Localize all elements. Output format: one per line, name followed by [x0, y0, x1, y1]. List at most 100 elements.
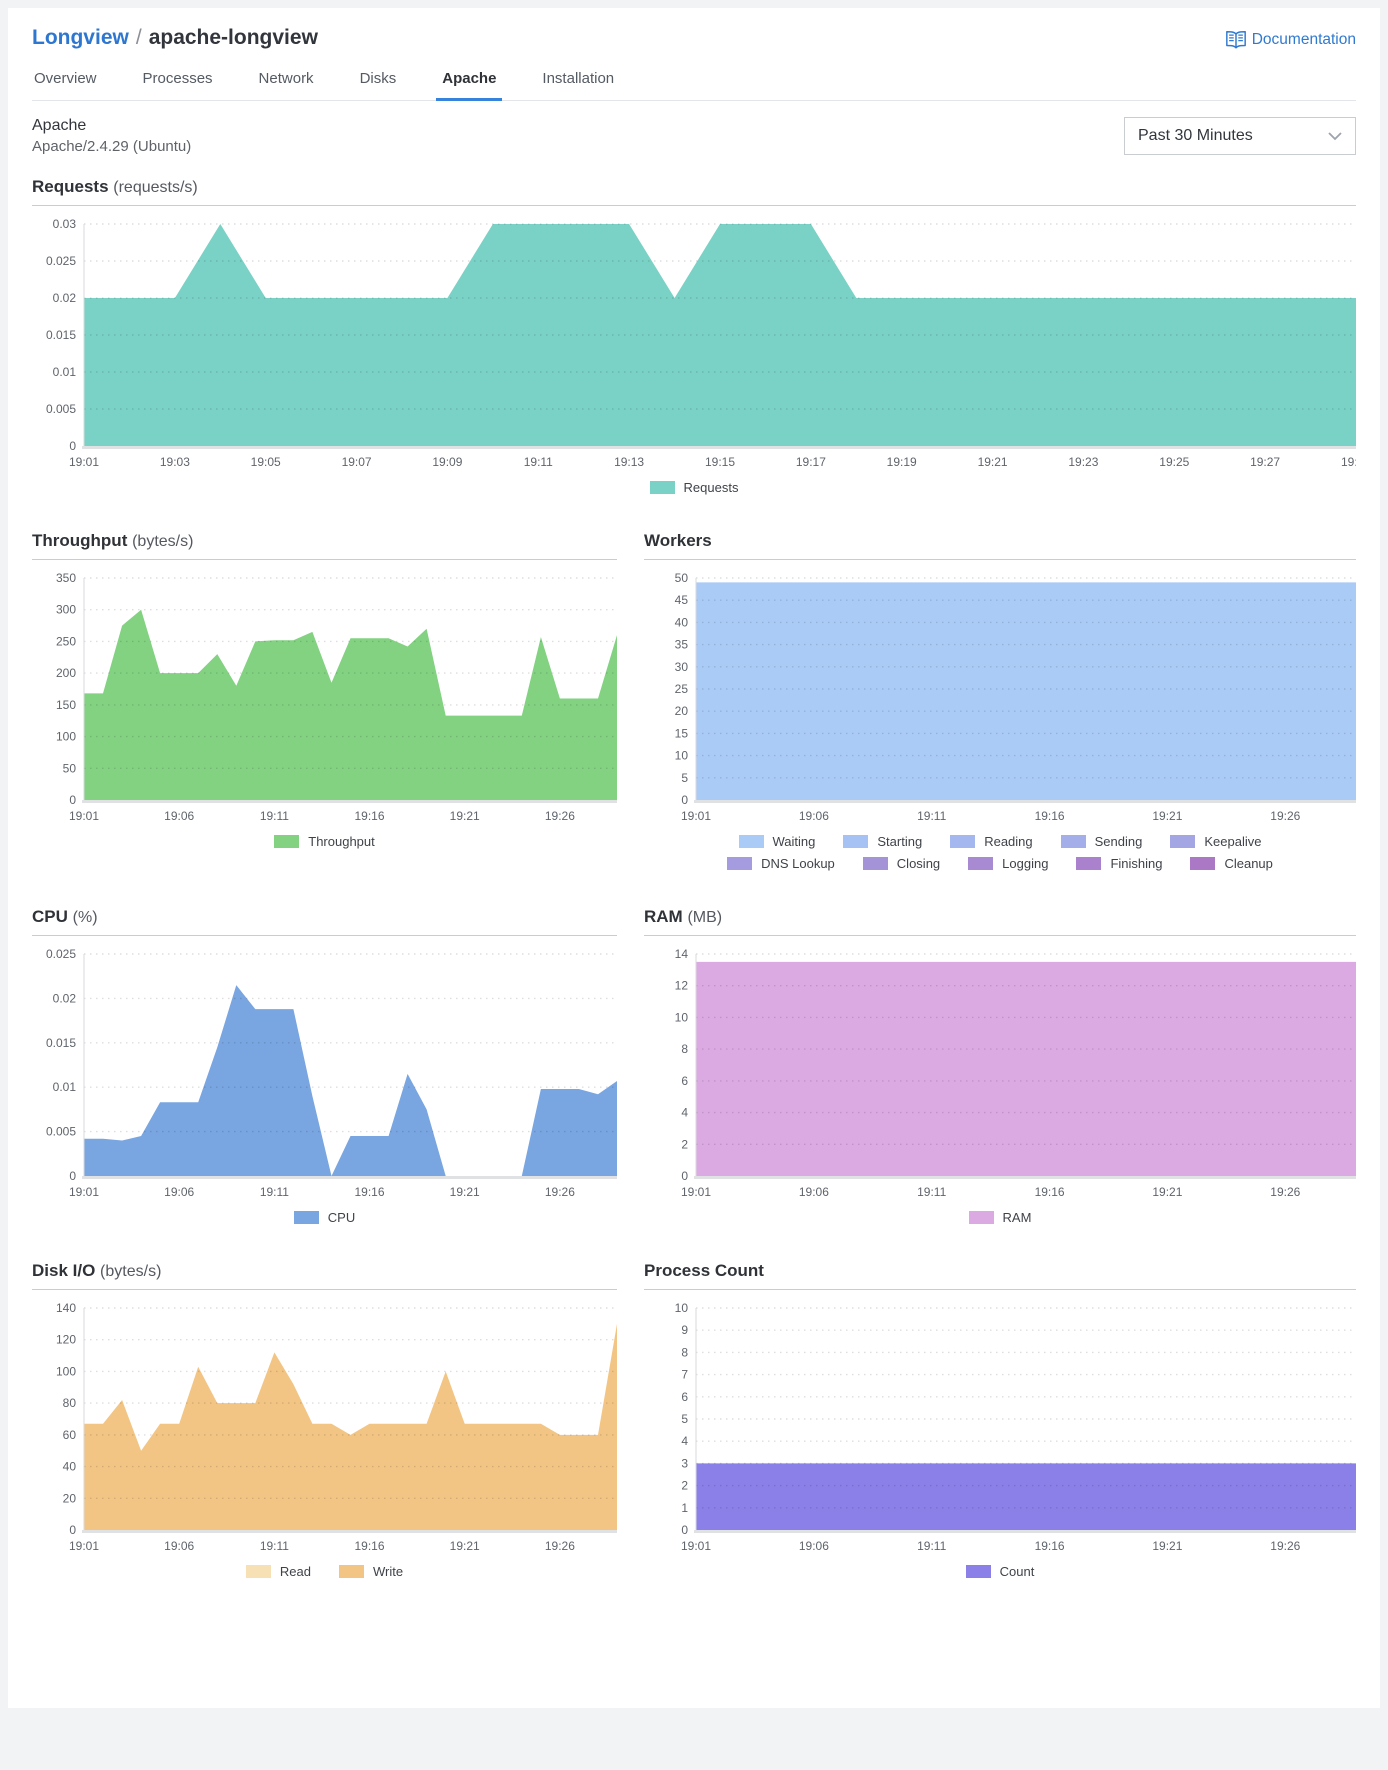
- svg-text:0: 0: [69, 793, 76, 807]
- legend-item[interactable]: Reading: [950, 834, 1033, 849]
- svg-text:19:11: 19:11: [524, 455, 553, 469]
- charts-row-2: Throughput (bytes/s) 0 50 100 150 200 250 300 3…: [32, 531, 1356, 871]
- svg-text:200: 200: [56, 666, 76, 680]
- svg-text:19:06: 19:06: [799, 1539, 829, 1553]
- legend-label: DNS Lookup: [761, 856, 835, 871]
- svg-text:19:26: 19:26: [545, 1539, 575, 1553]
- svg-text:4: 4: [681, 1434, 688, 1448]
- svg-text:19:16: 19:16: [354, 1185, 384, 1199]
- chart-workers: Workers 0 5 10 15 20 25 30 35 40 45 50 19:01 19:06 19…: [644, 531, 1356, 871]
- svg-text:150: 150: [56, 698, 76, 712]
- svg-text:0.015: 0.015: [46, 1036, 76, 1050]
- legend-item[interactable]: Starting: [843, 834, 922, 849]
- svg-text:350: 350: [56, 571, 76, 585]
- legend-item[interactable]: Cleanup: [1190, 856, 1273, 871]
- svg-text:19:07: 19:07: [342, 455, 372, 469]
- legend-item[interactable]: Requests: [649, 480, 738, 495]
- svg-text:10: 10: [675, 1301, 689, 1315]
- legend-swatch: [738, 835, 764, 848]
- svg-text:3: 3: [681, 1456, 688, 1470]
- legend-label: CPU: [327, 1210, 356, 1225]
- documentation-label: Documentation: [1251, 30, 1356, 48]
- svg-text:0.025: 0.025: [46, 254, 76, 268]
- legend-item[interactable]: Logging: [968, 856, 1048, 871]
- svg-text:0.01: 0.01: [53, 365, 77, 379]
- svg-text:2: 2: [681, 1479, 688, 1493]
- tab-bar: Overview Processes Network Disks Apache …: [32, 66, 1356, 101]
- throughput-plot: 0 50 100 150 200 250 300 350 19:01 19:06 19:11 19:1…: [32, 570, 617, 826]
- legend-label: Logging: [1002, 856, 1049, 871]
- tab-disks[interactable]: Disks: [359, 70, 397, 87]
- svg-text:19:26: 19:26: [545, 1185, 575, 1199]
- legend-item[interactable]: Write: [338, 1564, 403, 1579]
- legend-item[interactable]: DNS Lookup: [727, 856, 835, 871]
- svg-text:19:21: 19:21: [1152, 1185, 1182, 1199]
- svg-text:10: 10: [675, 749, 689, 763]
- tab-network[interactable]: Network: [258, 70, 314, 87]
- svg-text:19:26: 19:26: [545, 809, 575, 823]
- legend-item[interactable]: Read: [245, 1564, 311, 1579]
- legend-swatch: [1060, 835, 1086, 848]
- svg-text:19:11: 19:11: [917, 1185, 946, 1199]
- svg-text:6: 6: [681, 1074, 688, 1088]
- page-footer-strip: [0, 1708, 1388, 1734]
- process-count-plot: 0 1 2 3 4 5 6 7 8 9 10 19:01 19:06 19:11 19:16 19:21 19:…: [644, 1300, 1356, 1556]
- svg-text:0: 0: [681, 793, 688, 807]
- svg-text:19:01: 19:01: [69, 1185, 99, 1199]
- svg-text:9: 9: [681, 1323, 688, 1337]
- charts-row-4: Disk I/O (bytes/s) 0 20 40 60 80 100 120 140 19:…: [32, 1261, 1356, 1579]
- svg-text:0.015: 0.015: [46, 328, 76, 342]
- time-range-select[interactable]: Past 30 Minutes: [1124, 117, 1356, 155]
- svg-text:5: 5: [681, 771, 688, 785]
- breadcrumb-longview-link[interactable]: Longview: [32, 26, 129, 49]
- legend-label: Count: [999, 1564, 1035, 1579]
- legend-item[interactable]: Count: [965, 1564, 1035, 1579]
- legend-item[interactable]: Keepalive: [1170, 834, 1261, 849]
- tab-processes[interactable]: Processes: [142, 70, 213, 87]
- chart-title: Workers: [644, 531, 712, 550]
- chart-title: CPU: [32, 907, 68, 926]
- ram-plot: 0 2 4 6 8 10 12 14 19:01 19:06 19:11 19:16 19:21 19:2…: [644, 946, 1356, 1202]
- tab-overview[interactable]: Overview: [34, 70, 97, 87]
- svg-text:8: 8: [681, 1042, 688, 1056]
- legend-item[interactable]: RAM: [968, 1210, 1031, 1225]
- svg-text:19:15: 19:15: [705, 455, 735, 469]
- svg-text:19:11: 19:11: [917, 809, 946, 823]
- svg-text:25: 25: [675, 682, 689, 696]
- tab-installation[interactable]: Installation: [542, 70, 615, 87]
- disk-io-legend: Read Write: [32, 1564, 617, 1579]
- svg-text:100: 100: [56, 1364, 76, 1378]
- legend-item[interactable]: Closing: [862, 856, 940, 871]
- legend-swatch: [245, 1565, 271, 1578]
- svg-text:80: 80: [63, 1396, 77, 1410]
- svg-text:19:16: 19:16: [1035, 1185, 1065, 1199]
- svg-text:10: 10: [675, 1010, 689, 1024]
- legend-swatch: [862, 857, 888, 870]
- svg-text:19:16: 19:16: [354, 809, 384, 823]
- workers-plot: 0 5 10 15 20 25 30 35 40 45 50 19:01 19:06 19:11 19:16…: [644, 570, 1356, 826]
- chevron-down-icon: [1328, 131, 1342, 141]
- svg-text:19:27: 19:27: [1250, 455, 1280, 469]
- chart-requests: Requests (requests/s) 0 0.005 0.01 0.015 0.0…: [32, 177, 1356, 495]
- legend-item[interactable]: Throughput: [274, 834, 375, 849]
- longview-apache-panel: Longview / apache-longview Documentation O…: [8, 8, 1380, 1708]
- chart-ram: RAM (MB) 0 2 4 6 8 10 12 14 19:01 19:06 19:11 19:16…: [644, 907, 1356, 1225]
- svg-text:19:16: 19:16: [1035, 1539, 1065, 1553]
- sub-header: Apache Apache/2.4.29 (Ubuntu) Past 30 Mi…: [32, 117, 1356, 155]
- svg-text:19:01: 19:01: [69, 809, 99, 823]
- chart-disk-io: Disk I/O (bytes/s) 0 20 40 60 80 100 120 140 19:…: [32, 1261, 617, 1579]
- svg-text:19:11: 19:11: [917, 1539, 946, 1553]
- tab-apache[interactable]: Apache: [436, 66, 503, 101]
- legend-item[interactable]: Finishing: [1076, 856, 1162, 871]
- legend-item[interactable]: CPU: [293, 1210, 356, 1225]
- svg-text:0.005: 0.005: [46, 402, 76, 416]
- legend-item[interactable]: Waiting: [738, 834, 816, 849]
- legend-item[interactable]: Sending: [1060, 834, 1142, 849]
- legend-label: Starting: [877, 834, 923, 849]
- legend-label: Waiting: [772, 834, 816, 849]
- legend-swatch: [274, 835, 300, 848]
- documentation-link[interactable]: Documentation: [1225, 30, 1356, 49]
- legend-swatch: [649, 481, 675, 494]
- time-range-value: Past 30 Minutes: [1138, 127, 1253, 144]
- svg-text:40: 40: [63, 1460, 77, 1474]
